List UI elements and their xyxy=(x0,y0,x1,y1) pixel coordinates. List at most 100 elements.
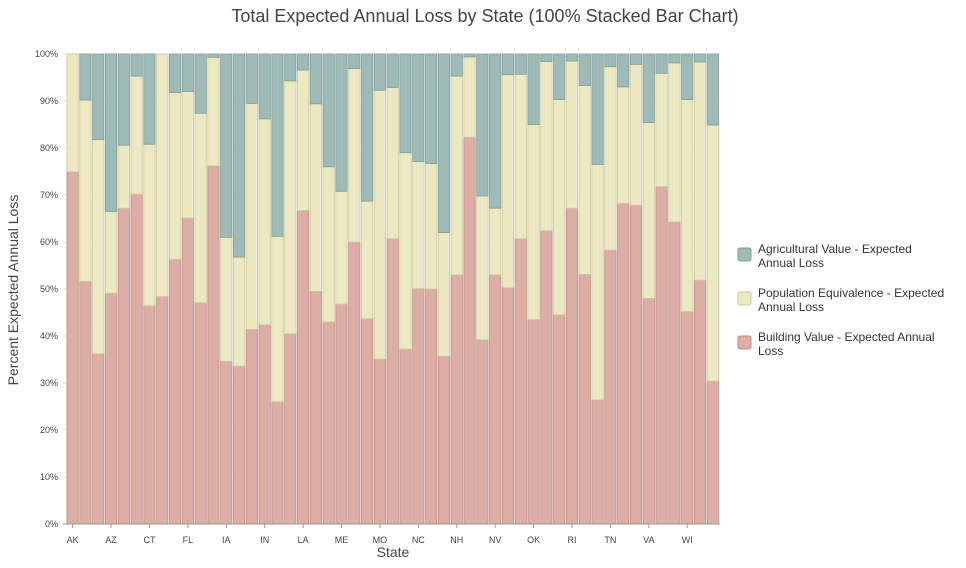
bar-segment-agricultural-me[interactable] xyxy=(335,53,348,192)
bar-segment-agricultural-va[interactable] xyxy=(642,53,655,124)
bar-segment-agricultural-nj[interactable] xyxy=(463,53,476,58)
bar-segment-agricultural-ca[interactable] xyxy=(117,53,130,146)
bar-segment-building-ma[interactable] xyxy=(309,290,322,525)
bar-segment-building-al[interactable] xyxy=(79,281,92,525)
bar-segment-agricultural-in[interactable] xyxy=(258,53,271,120)
bar-segment-building-nc[interactable] xyxy=(412,288,425,525)
bar-segment-population-co[interactable] xyxy=(130,75,143,195)
bar-segment-building-nd[interactable] xyxy=(425,288,438,525)
bar-segment-building-mt[interactable] xyxy=(399,348,412,525)
bar-segment-population-ok[interactable] xyxy=(527,124,540,320)
bar-segment-agricultural-nh[interactable] xyxy=(450,53,463,77)
bar-segment-population-wa[interactable] xyxy=(668,62,681,223)
bar-segment-population-nc[interactable] xyxy=(412,161,425,289)
bar-segment-building-or[interactable] xyxy=(540,230,553,525)
bar-segment-building-ga[interactable] xyxy=(194,302,207,525)
bar-segment-population-ut[interactable] xyxy=(629,63,643,206)
bar-segment-agricultural-mt[interactable] xyxy=(399,53,412,154)
bar-segment-population-az[interactable] xyxy=(105,211,118,294)
bar-segment-agricultural-de[interactable] xyxy=(169,53,182,93)
bar-segment-agricultural-co[interactable] xyxy=(130,53,143,77)
bar-segment-population-ri[interactable] xyxy=(565,60,579,209)
bar-segment-building-wa[interactable] xyxy=(668,221,681,525)
bar-segment-building-mo[interactable] xyxy=(373,358,386,525)
bar-segment-building-me[interactable] xyxy=(335,303,348,525)
bar-segment-agricultural-pa[interactable] xyxy=(553,53,566,100)
bar-segment-population-wy[interactable] xyxy=(706,124,719,382)
bar-segment-agricultural-ok[interactable] xyxy=(527,53,540,125)
bar-segment-building-tx[interactable] xyxy=(617,203,630,525)
bar-segment-population-fl[interactable] xyxy=(181,91,194,219)
bar-segment-agricultural-mn[interactable] xyxy=(361,53,374,202)
bar-segment-building-ks[interactable] xyxy=(271,401,284,525)
bar-segment-building-ca[interactable] xyxy=(117,207,130,525)
bar-segment-agricultural-ny[interactable] xyxy=(501,53,514,76)
bar-segment-agricultural-md[interactable] xyxy=(322,53,335,168)
bar-segment-building-id[interactable] xyxy=(233,365,246,525)
bar-segment-population-la[interactable] xyxy=(297,69,310,211)
bar-segment-building-ia[interactable] xyxy=(220,360,233,525)
bar-segment-building-in[interactable] xyxy=(258,324,271,525)
bar-segment-building-nh[interactable] xyxy=(450,274,463,525)
bar-segment-agricultural-ut[interactable] xyxy=(629,53,643,65)
bar-segment-population-ia[interactable] xyxy=(220,236,233,362)
bar-segment-agricultural-ri[interactable] xyxy=(565,53,579,62)
legend-item-agricultural[interactable]: Agricultural Value - Expected Annual Los… xyxy=(737,242,912,270)
bar-segment-population-ks[interactable] xyxy=(271,235,284,403)
bar-segment-population-or[interactable] xyxy=(540,61,553,232)
bar-segment-agricultural-oh[interactable] xyxy=(514,53,527,75)
bar-segment-population-ny[interactable] xyxy=(501,74,514,288)
bar-segment-population-sc[interactable] xyxy=(578,85,591,275)
bar-segment-building-ut[interactable] xyxy=(629,204,643,525)
bar-segment-population-md[interactable] xyxy=(322,166,335,323)
bar-segment-building-md[interactable] xyxy=(322,321,335,525)
bar-segment-population-va[interactable] xyxy=(642,122,655,299)
bar-segment-building-il[interactable] xyxy=(245,329,258,525)
bar-segment-population-nj[interactable] xyxy=(463,56,476,138)
bar-segment-agricultural-nc[interactable] xyxy=(412,53,425,163)
bar-segment-building-pa[interactable] xyxy=(553,314,566,525)
bar-segment-building-va[interactable] xyxy=(642,297,655,525)
bar-segment-population-mn[interactable] xyxy=(361,200,374,320)
bar-segment-agricultural-wa[interactable] xyxy=(668,53,681,64)
bar-segment-agricultural-ia[interactable] xyxy=(220,53,233,238)
bar-segment-agricultural-ms[interactable] xyxy=(386,53,399,88)
bar-segment-building-wi[interactable] xyxy=(681,311,694,525)
bar-segment-building-hi[interactable] xyxy=(207,165,220,525)
bar-segment-building-wy[interactable] xyxy=(706,380,719,525)
bar-segment-population-ne[interactable] xyxy=(437,232,450,357)
bar-segment-building-ky[interactable] xyxy=(284,333,297,525)
bar-segment-agricultural-mi[interactable] xyxy=(348,53,361,69)
bar-segment-population-nv[interactable] xyxy=(489,207,502,276)
bar-segment-building-oh[interactable] xyxy=(514,238,527,525)
bar-segment-building-sd[interactable] xyxy=(591,399,604,525)
bar-segment-agricultural-wy[interactable] xyxy=(706,53,719,126)
bar-segment-population-in[interactable] xyxy=(258,118,271,326)
bar-segment-population-mi[interactable] xyxy=(348,68,361,243)
bar-segment-building-nm[interactable] xyxy=(476,339,489,525)
bar-segment-building-dc[interactable] xyxy=(156,296,169,525)
bar-segment-agricultural-nv[interactable] xyxy=(489,53,502,209)
bar-segment-population-dc[interactable] xyxy=(156,53,169,297)
bar-segment-population-ky[interactable] xyxy=(284,80,297,335)
bar-segment-population-ca[interactable] xyxy=(117,144,130,209)
bar-segment-agricultural-ct[interactable] xyxy=(143,53,156,145)
bar-segment-population-ar[interactable] xyxy=(92,139,105,355)
bar-segment-agricultural-ne[interactable] xyxy=(437,53,450,234)
bar-segment-building-ny[interactable] xyxy=(501,287,514,525)
bar-segment-agricultural-wi[interactable] xyxy=(681,53,694,100)
bar-segment-agricultural-ky[interactable] xyxy=(284,53,297,82)
bar-segment-agricultural-sc[interactable] xyxy=(578,53,591,86)
legend-item-building[interactable]: Building Value - Expected Annual Loss xyxy=(737,330,935,358)
bar-segment-population-tx[interactable] xyxy=(617,86,630,204)
bar-segment-building-ms[interactable] xyxy=(386,238,399,525)
bar-segment-agricultural-ks[interactable] xyxy=(271,53,284,237)
bar-segment-building-sc[interactable] xyxy=(578,274,591,525)
bar-segment-population-tn[interactable] xyxy=(604,66,617,251)
bar-segment-population-nh[interactable] xyxy=(450,75,463,276)
legend-item-population[interactable]: Population Equivalence - Expected Annual… xyxy=(737,286,944,314)
bar-segment-population-wi[interactable] xyxy=(681,99,694,312)
bar-segment-building-az[interactable] xyxy=(105,292,118,525)
bar-segment-population-mt[interactable] xyxy=(399,152,412,350)
bar-segment-building-ct[interactable] xyxy=(143,305,156,525)
